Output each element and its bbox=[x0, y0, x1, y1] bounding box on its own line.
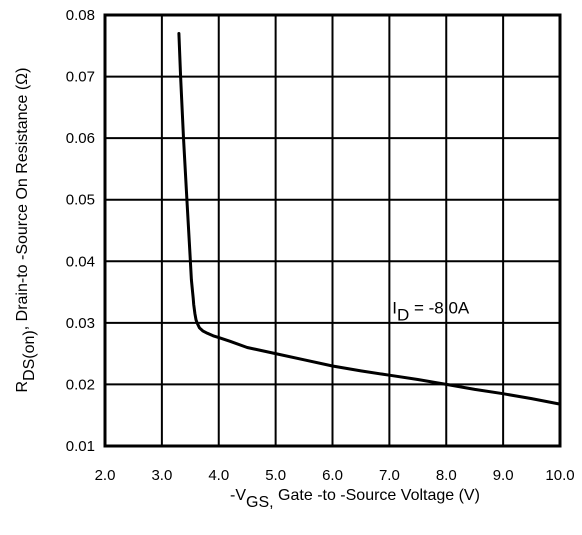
annotation-text: = -8.0A bbox=[409, 299, 470, 318]
current-annotation: ID = -8.0A bbox=[392, 299, 470, 325]
x-tick-label: 6.0 bbox=[322, 467, 343, 484]
x-tick-label: 10.0 bbox=[545, 467, 574, 484]
y-tick-label: 0.07 bbox=[66, 69, 95, 86]
x-tick-label: 2.0 bbox=[95, 467, 116, 484]
plot-frame bbox=[103, 13, 562, 448]
grid-lines bbox=[104, 14, 561, 447]
y-tick-label: 0.02 bbox=[66, 376, 95, 393]
y-tick-label: 0.08 bbox=[66, 7, 95, 24]
x-axis-label-prefix: -V bbox=[230, 487, 246, 504]
x-axis-label: -VGS, Gate -to -Source Voltage (V) bbox=[230, 487, 480, 511]
y-axis-label: RDS(on), Drain-to -Source On Resistance … bbox=[14, 68, 38, 393]
x-tick-label: 3.0 bbox=[151, 467, 172, 484]
x-tick-label: 8.0 bbox=[436, 467, 457, 484]
x-axis-label-text: Gate -to -Source Voltage (V) bbox=[274, 487, 480, 504]
x-tick-label: 9.0 bbox=[493, 467, 514, 484]
y-axis-label-prefix: R bbox=[14, 381, 31, 393]
annotation-prefix: I bbox=[392, 299, 397, 318]
y-tick-label: 0.01 bbox=[66, 438, 95, 455]
annotation-subscript: D bbox=[397, 306, 409, 325]
y-tick-label: 0.06 bbox=[66, 130, 95, 147]
y-tick-label: 0.05 bbox=[66, 192, 95, 209]
y-tick-label: 0.03 bbox=[66, 315, 95, 332]
x-tick-label: 4.0 bbox=[208, 467, 229, 484]
y-tick-label: 0.04 bbox=[66, 253, 95, 270]
x-tick-label: 7.0 bbox=[379, 467, 400, 484]
x-tick-label: 5.0 bbox=[265, 467, 286, 484]
x-tick-labels: 2.0 3.0 4.0 5.0 6.0 7.0 8.0 9.0 10.0 bbox=[95, 467, 575, 484]
y-tick-labels: 0.01 0.02 0.03 0.04 0.05 0.06 0.07 0.08 bbox=[66, 7, 95, 455]
series-line bbox=[177, 32, 562, 406]
y-axis-label-subscript: DS(on) bbox=[21, 330, 38, 381]
y-axis-label-text: , Drain-to -Source On Resistance (Ω) bbox=[14, 68, 31, 331]
x-axis-label-subscript: GS, bbox=[246, 494, 274, 511]
